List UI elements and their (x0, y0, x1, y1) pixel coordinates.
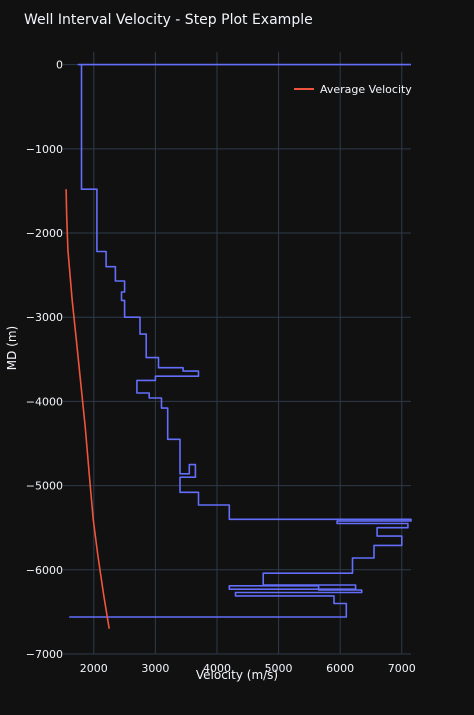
y-axis-label: MD (m) (5, 326, 19, 370)
series-layer (65, 63, 412, 629)
y-tick-label-1000: −1000 (26, 143, 63, 156)
x-tick-label-3000: 3000 (141, 662, 169, 675)
x-tick-label-6000: 6000 (326, 662, 354, 675)
y-tick-label-5000: −5000 (26, 480, 63, 493)
y-tick-label-3000: −3000 (26, 311, 63, 324)
x-tick-label-2000: 2000 (80, 662, 108, 675)
series-line-average-velocity (65, 189, 110, 629)
x-tick-label-5000: 5000 (265, 662, 293, 675)
x-tick-label-7000: 7000 (388, 662, 416, 675)
chart-title: Well Interval Velocity - Step Plot Examp… (24, 12, 313, 28)
x-axis-label: Velocity (m/s) (196, 668, 278, 682)
y-tick-label-4000: −4000 (26, 395, 63, 408)
y-tick-label-2000: −2000 (26, 227, 63, 240)
y-tick-label-0: 0 (56, 59, 63, 72)
x-tick-label-4000: 4000 (203, 662, 231, 675)
tick-layer: 2000 3000 4000 5000 6000 7000 0 −1000 −2000 −3000… (26, 59, 416, 675)
y-tick-label-6000: −6000 (26, 564, 63, 577)
legend: Average Velocity (294, 83, 412, 96)
series-line-interval-velocity (69, 63, 412, 618)
y-tick-label-7000: −7000 (26, 648, 63, 661)
legend-label-average-velocity: Average Velocity (320, 83, 412, 96)
